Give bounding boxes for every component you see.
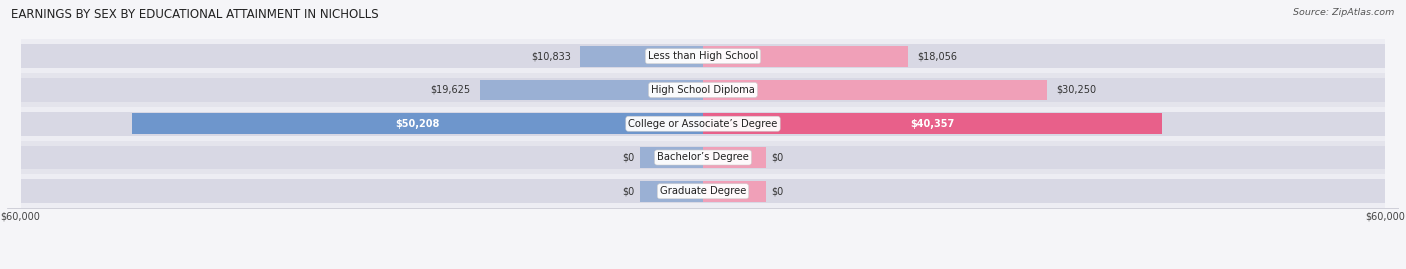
- Text: Source: ZipAtlas.com: Source: ZipAtlas.com: [1294, 8, 1395, 17]
- Bar: [703, 46, 908, 67]
- Text: $30,250: $30,250: [1056, 85, 1097, 95]
- Text: $19,625: $19,625: [430, 85, 471, 95]
- Text: Graduate Degree: Graduate Degree: [659, 186, 747, 196]
- Bar: [132, 113, 703, 134]
- Bar: [21, 112, 1385, 136]
- Text: $10,833: $10,833: [531, 51, 571, 61]
- Text: $40,357: $40,357: [910, 119, 955, 129]
- Text: EARNINGS BY SEX BY EDUCATIONAL ATTAINMENT IN NICHOLLS: EARNINGS BY SEX BY EDUCATIONAL ATTAINMEN…: [11, 8, 378, 21]
- Bar: [703, 113, 1161, 134]
- Text: $0: $0: [772, 186, 783, 196]
- Text: $50,208: $50,208: [395, 119, 440, 129]
- Text: $0: $0: [623, 153, 634, 162]
- Bar: [21, 179, 1385, 203]
- Text: Less than High School: Less than High School: [648, 51, 758, 61]
- Bar: [703, 181, 765, 202]
- Bar: [21, 78, 1385, 102]
- Bar: [641, 181, 703, 202]
- Text: $0: $0: [623, 186, 634, 196]
- Bar: [579, 46, 703, 67]
- Text: $0: $0: [772, 153, 783, 162]
- Bar: [21, 107, 1385, 141]
- Bar: [21, 174, 1385, 208]
- Bar: [641, 147, 703, 168]
- Text: High School Diploma: High School Diploma: [651, 85, 755, 95]
- Bar: [703, 147, 765, 168]
- Bar: [479, 80, 703, 100]
- Text: $18,056: $18,056: [918, 51, 957, 61]
- Text: Bachelor’s Degree: Bachelor’s Degree: [657, 153, 749, 162]
- Bar: [21, 44, 1385, 68]
- Bar: [21, 141, 1385, 174]
- Bar: [21, 73, 1385, 107]
- Text: College or Associate’s Degree: College or Associate’s Degree: [628, 119, 778, 129]
- Bar: [21, 146, 1385, 169]
- Bar: [21, 39, 1385, 73]
- Bar: [703, 80, 1047, 100]
